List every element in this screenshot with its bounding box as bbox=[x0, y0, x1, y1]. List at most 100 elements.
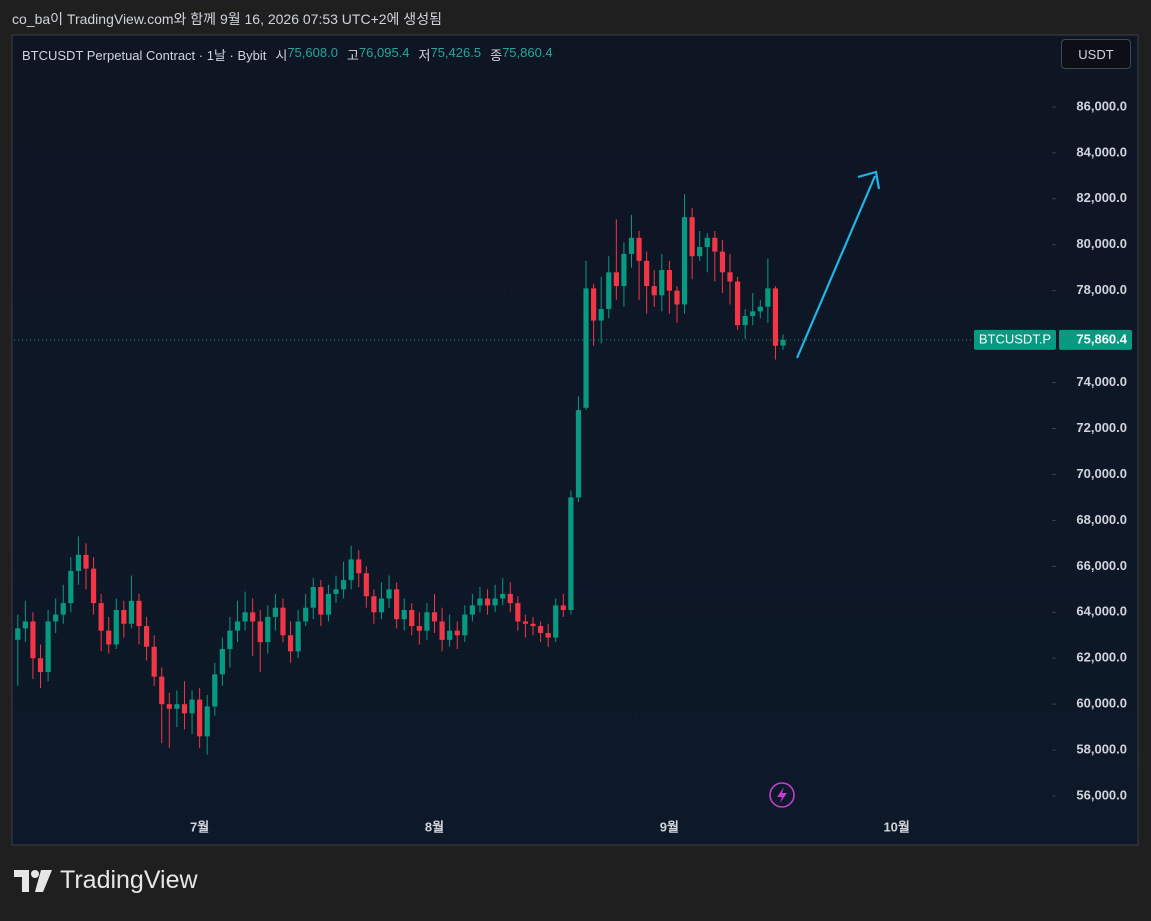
candle-body bbox=[522, 621, 529, 624]
y-tick-label: 70,000.0 bbox=[1076, 466, 1127, 481]
candle-body bbox=[560, 605, 566, 610]
candle-body bbox=[772, 288, 779, 346]
alert-icon bbox=[769, 782, 795, 808]
candle-body bbox=[90, 568, 97, 604]
candle-body bbox=[734, 281, 741, 326]
arrow-head bbox=[857, 170, 881, 190]
candle-body bbox=[431, 612, 438, 622]
candle-body bbox=[681, 217, 688, 305]
candle-body bbox=[22, 621, 28, 629]
candle-body bbox=[234, 621, 241, 631]
candle-body bbox=[621, 253, 627, 287]
y-tick-label: 62,000.0 bbox=[1076, 650, 1127, 665]
ohlc-key: 종 bbox=[490, 48, 503, 63]
candle-body bbox=[189, 699, 195, 714]
candle-body bbox=[613, 272, 619, 287]
candle-body bbox=[280, 607, 286, 636]
candle-body bbox=[469, 605, 475, 615]
candle-body bbox=[348, 559, 354, 581]
candle-body bbox=[568, 497, 574, 610]
candle-body bbox=[287, 635, 294, 652]
candle-body bbox=[583, 288, 589, 408]
candle-body bbox=[659, 270, 665, 296]
ohlc-value: 75,608.0 bbox=[287, 45, 338, 60]
candle-body bbox=[318, 587, 324, 615]
candle-body bbox=[439, 621, 445, 640]
candle-body bbox=[68, 570, 74, 604]
y-tick-label: 60,000.0 bbox=[1076, 696, 1127, 711]
candle-body bbox=[666, 270, 672, 291]
candle-body bbox=[409, 609, 415, 627]
candle-body bbox=[37, 658, 44, 673]
last-price-label: 75,860.4 bbox=[1076, 331, 1127, 346]
candle-body bbox=[780, 339, 786, 346]
candle-body bbox=[401, 609, 407, 620]
candle-body bbox=[98, 603, 104, 631]
candle-body bbox=[303, 607, 309, 622]
candle-body bbox=[598, 309, 604, 321]
ohlc-value: 75,860.4 bbox=[502, 45, 553, 60]
candle-body bbox=[53, 614, 59, 622]
last-price-name-tag bbox=[974, 329, 1056, 350]
candle-body bbox=[121, 609, 127, 624]
footer: TradingView bbox=[14, 866, 198, 895]
candle-body bbox=[212, 674, 218, 707]
last-price-tag bbox=[1059, 329, 1132, 350]
currency-button[interactable]: USDT bbox=[1061, 39, 1131, 69]
candle-body bbox=[651, 286, 657, 296]
candle-body bbox=[15, 628, 21, 640]
y-tick-label: 68,000.0 bbox=[1076, 512, 1127, 527]
candle-body bbox=[45, 621, 51, 673]
candle-body bbox=[750, 311, 756, 316]
ohlc-key: 시 bbox=[275, 48, 288, 63]
candle-body bbox=[704, 237, 710, 248]
candle-body bbox=[545, 632, 551, 638]
candle-body bbox=[128, 600, 135, 624]
y-tick-label: 80,000.0 bbox=[1076, 236, 1127, 251]
candle-body bbox=[515, 603, 521, 622]
ohlc-key: 저 bbox=[418, 48, 431, 63]
candle-body bbox=[689, 217, 695, 257]
x-tick-label: 8월 bbox=[425, 819, 444, 834]
candle-body bbox=[757, 306, 763, 312]
candle-body bbox=[106, 630, 112, 645]
candle-body bbox=[257, 621, 263, 643]
candle-body bbox=[674, 290, 680, 305]
ohlc-value: 76,095.4 bbox=[358, 45, 410, 60]
candle-body bbox=[575, 410, 582, 498]
candle-body bbox=[492, 598, 498, 606]
candle-body bbox=[394, 589, 400, 620]
candle-body bbox=[727, 272, 733, 282]
candle-body bbox=[447, 630, 453, 640]
y-tick-label: 72,000.0 bbox=[1076, 420, 1127, 435]
candle-body bbox=[265, 616, 271, 643]
candle-body bbox=[174, 704, 180, 709]
y-tick-label: 78,000.0 bbox=[1076, 282, 1127, 297]
candle-body bbox=[591, 288, 597, 321]
last-price-name: BTCUSDT.P bbox=[979, 331, 1051, 346]
candle-body bbox=[742, 315, 748, 326]
y-tick-label: 84,000.0 bbox=[1076, 144, 1127, 159]
brand: TradingView bbox=[60, 866, 198, 894]
symbol: BTCUSDT Perpetual Contract · 1날 · Bybit bbox=[22, 48, 267, 63]
candle-body bbox=[636, 237, 642, 261]
x-tick-label: 10월 bbox=[883, 819, 909, 834]
candle-body bbox=[356, 559, 362, 574]
chart-panel bbox=[11, 34, 1139, 846]
candle-body bbox=[333, 589, 339, 594]
candle-body bbox=[204, 706, 210, 737]
candle-body bbox=[159, 676, 165, 705]
candle-body bbox=[537, 626, 544, 633]
y-tick-label: 64,000.0 bbox=[1076, 604, 1127, 619]
candle-body bbox=[136, 600, 142, 627]
arrow-line bbox=[795, 175, 877, 359]
candle-body bbox=[143, 626, 150, 647]
y-tick-label: 74,000.0 bbox=[1076, 374, 1127, 389]
candle-body bbox=[644, 260, 650, 287]
candle-body bbox=[83, 554, 89, 569]
y-tick-label: 58,000.0 bbox=[1076, 742, 1127, 757]
candle-body bbox=[75, 554, 82, 571]
candle-body bbox=[462, 614, 468, 636]
